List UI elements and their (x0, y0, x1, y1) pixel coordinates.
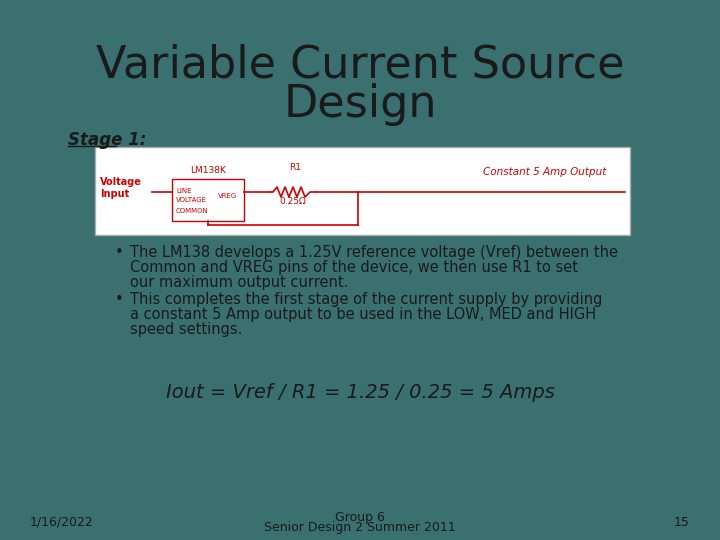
Text: R1: R1 (289, 164, 301, 172)
Text: Senior Design 2 Summer 2011: Senior Design 2 Summer 2011 (264, 522, 456, 535)
Text: The LM138 develops a 1.25V reference voltage (Vref) between the: The LM138 develops a 1.25V reference vol… (130, 245, 618, 260)
Text: Voltage
Input: Voltage Input (100, 177, 142, 199)
Text: our maximum output current.: our maximum output current. (130, 275, 348, 290)
Text: 1/16/2022: 1/16/2022 (30, 516, 94, 529)
FancyBboxPatch shape (95, 147, 630, 235)
Text: VOLTAGE: VOLTAGE (176, 197, 207, 203)
FancyBboxPatch shape (172, 179, 244, 221)
Text: This completes the first stage of the current supply by providing: This completes the first stage of the cu… (130, 292, 603, 307)
Text: 0.25Ω: 0.25Ω (279, 198, 307, 206)
Text: Stage 1:: Stage 1: (68, 131, 146, 149)
Text: •: • (115, 245, 124, 260)
Text: a constant 5 Amp output to be used in the LOW, MED and HIGH: a constant 5 Amp output to be used in th… (130, 307, 596, 322)
Text: Iout = Vref / R1 = 1.25 / 0.25 = 5 Amps: Iout = Vref / R1 = 1.25 / 0.25 = 5 Amps (166, 382, 554, 402)
Text: VREG: VREG (218, 193, 238, 199)
Text: Group 6: Group 6 (335, 510, 385, 523)
Text: Common and VREG pins of the device, we then use R1 to set: Common and VREG pins of the device, we t… (130, 260, 578, 275)
Text: LINE: LINE (176, 188, 192, 194)
Text: speed settings.: speed settings. (130, 322, 243, 337)
Text: LM138K: LM138K (190, 166, 226, 175)
Text: Design: Design (283, 84, 437, 126)
Text: •: • (115, 292, 124, 307)
Text: 15: 15 (674, 516, 690, 529)
Text: Variable Current Source: Variable Current Source (96, 44, 624, 86)
Text: Constant 5 Amp Output: Constant 5 Amp Output (483, 167, 607, 177)
Text: COMMON: COMMON (176, 208, 209, 214)
